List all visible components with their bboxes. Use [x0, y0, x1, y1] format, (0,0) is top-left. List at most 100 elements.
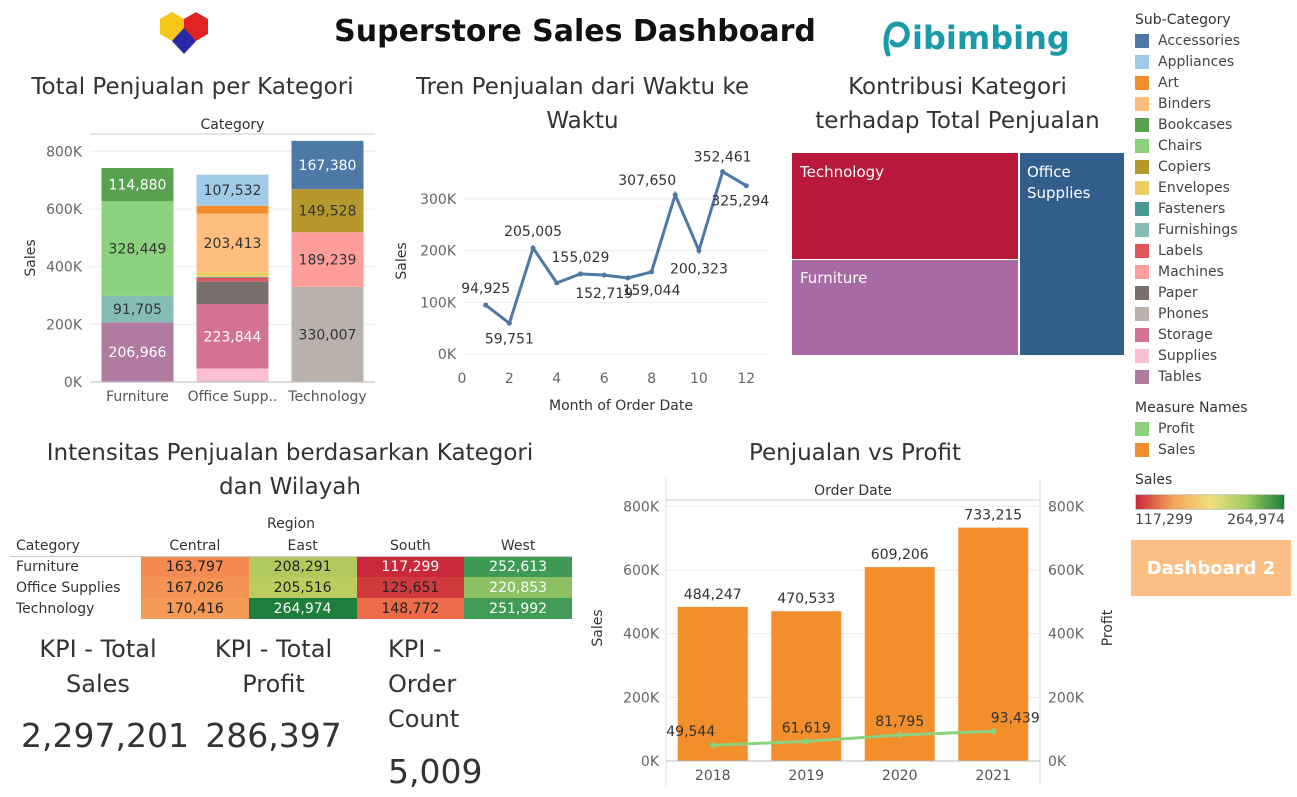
- stacked-bar-segment[interactable]: [291, 189, 364, 233]
- line-point[interactable]: [554, 280, 560, 286]
- legend-item[interactable]: Machines: [1135, 261, 1295, 282]
- legend-item[interactable]: Supplies: [1135, 345, 1295, 366]
- treemap-cell-furniture[interactable]: [792, 260, 1018, 355]
- dashboard-2-button[interactable]: Dashboard 2: [1131, 540, 1291, 596]
- heatmap-cell[interactable]: 167,026: [141, 577, 249, 598]
- line-point[interactable]: [672, 192, 678, 198]
- combo-profit-point[interactable]: [803, 738, 810, 745]
- line-point[interactable]: [743, 183, 749, 189]
- legend-item[interactable]: Paper: [1135, 282, 1295, 303]
- combo-sales-label: 470,533: [777, 591, 835, 607]
- stacked-bar-segment[interactable]: [196, 213, 269, 273]
- line-point[interactable]: [696, 247, 702, 253]
- line-series[interactable]: [484, 169, 748, 326]
- logo-red-hexagon: [184, 12, 208, 41]
- legend-item[interactable]: Copiers: [1135, 156, 1295, 177]
- legend-item[interactable]: Fasteners: [1135, 198, 1295, 219]
- kpi-total-sales-title-2: Sales: [66, 670, 130, 698]
- line-point[interactable]: [506, 320, 512, 326]
- stacked-bar-segment[interactable]: [196, 276, 269, 278]
- legend-item[interactable]: Tables: [1135, 366, 1295, 387]
- legend-item[interactable]: Accessories: [1135, 30, 1295, 51]
- legend-label: Tables: [1158, 368, 1202, 385]
- heatmap-cell[interactable]: 208,291: [248, 556, 357, 577]
- stacked-bar-label: 330,007: [299, 327, 357, 343]
- stacked-bar-segment[interactable]: [196, 205, 269, 214]
- stacked-bar-label: 206,966: [109, 345, 167, 361]
- combo-sales-bar[interactable]: [958, 527, 1029, 761]
- stacked-bar-segment[interactable]: [196, 272, 269, 277]
- heatmap-cell[interactable]: 205,516: [248, 577, 357, 598]
- stacked-bar-segment[interactable]: [291, 286, 364, 382]
- stacked-bar-segment[interactable]: [101, 201, 174, 296]
- stacked-ytick: 200K: [46, 317, 83, 333]
- stacked-bar-segment[interactable]: [101, 322, 174, 382]
- line-point-label: 152,719: [575, 286, 633, 302]
- heatmap-cell[interactable]: 220,853: [464, 577, 572, 598]
- heatmap-cell[interactable]: 148,772: [356, 598, 465, 619]
- stacked-bar-segment[interactable]: [196, 368, 269, 382]
- heatmap-cell[interactable]: 117,299: [356, 556, 465, 577]
- legend-item[interactable]: Chairs: [1135, 135, 1295, 156]
- line-ytick: 300K: [420, 192, 457, 208]
- combo-profit-point[interactable]: [896, 731, 903, 738]
- stacked-bar-segment[interactable]: [291, 232, 364, 287]
- heatmap-title-line2: dan Wilayah: [219, 474, 361, 500]
- treemap-cell-office-supplies[interactable]: [1020, 153, 1124, 355]
- kpi-order-count-title-2: Order: [388, 670, 457, 698]
- treemap-cell-technology[interactable]: [792, 153, 1018, 259]
- legend-item[interactable]: Profit: [1135, 418, 1295, 439]
- legend-item[interactable]: Art: [1135, 72, 1295, 93]
- heatmap-cell[interactable]: 163,797: [141, 556, 249, 577]
- legend-swatch: [1135, 348, 1149, 363]
- legend-item[interactable]: Storage: [1135, 324, 1295, 345]
- category-treemap: Technology Furniture Office Supplies: [792, 153, 1124, 355]
- legend-item[interactable]: Sales: [1135, 439, 1295, 460]
- line-point[interactable]: [483, 302, 489, 308]
- stacked-bar-segment[interactable]: [196, 303, 269, 369]
- legend-swatch: [1135, 243, 1149, 258]
- kpi-order-count-title-1: KPI -: [388, 635, 442, 663]
- stacked-bar-segment[interactable]: [196, 277, 269, 282]
- line-point[interactable]: [649, 269, 655, 275]
- heatmap-cell[interactable]: 264,974: [248, 598, 357, 619]
- line-point[interactable]: [601, 272, 607, 278]
- legend-item[interactable]: Furnishings: [1135, 219, 1295, 240]
- stacked-bar-segment[interactable]: [101, 295, 174, 323]
- combo-profit-line[interactable]: [712, 729, 994, 747]
- trend-title-line2: Waktu: [546, 108, 619, 134]
- heatmap-cell[interactable]: 125,651: [356, 577, 465, 598]
- legend-item[interactable]: Labels: [1135, 240, 1295, 261]
- line-point-label: 205,005: [504, 224, 562, 240]
- legend-item[interactable]: Binders: [1135, 93, 1295, 114]
- heatmap-cell[interactable]: 170,416: [141, 598, 249, 619]
- kpi-total-profit-value: 286,397: [205, 716, 342, 755]
- stacked-bar-segment[interactable]: [101, 168, 174, 202]
- legend-swatch: [1135, 421, 1149, 436]
- heatmap-cell[interactable]: 252,613: [464, 556, 572, 577]
- combo-sales-bar[interactable]: [677, 606, 748, 761]
- line-point[interactable]: [720, 169, 726, 175]
- kpi-total-profit: KPI - Total Profit: [196, 632, 351, 702]
- line-point[interactable]: [625, 275, 631, 281]
- stacked-bar-segment[interactable]: [196, 281, 269, 304]
- stacked-bar-segment[interactable]: [291, 140, 364, 190]
- line-point[interactable]: [577, 271, 583, 277]
- line-point[interactable]: [530, 245, 536, 251]
- legend-label: Accessories: [1158, 32, 1241, 49]
- legend-item[interactable]: Bookcases: [1135, 114, 1295, 135]
- combo-profit-point[interactable]: [709, 742, 716, 749]
- legend-swatch: [1135, 117, 1149, 132]
- trend-title-line1: Tren Penjualan dari Waktu ke: [416, 74, 749, 100]
- legend-item[interactable]: Appliances: [1135, 51, 1295, 72]
- combo-profit-point[interactable]: [990, 728, 997, 735]
- brand-logo: ibimbing: [882, 18, 1070, 58]
- heatmap-cell[interactable]: 251,992: [464, 598, 572, 619]
- legend-item[interactable]: Envelopes: [1135, 177, 1295, 198]
- combo-sales-bar[interactable]: [771, 611, 842, 761]
- heatmap-title-line1: Intensitas Penjualan berdasarkan Kategor…: [46, 440, 534, 466]
- legend-item[interactable]: Phones: [1135, 303, 1295, 324]
- combo-sales-bar[interactable]: [864, 567, 935, 761]
- stacked-bar-segment[interactable]: [196, 174, 269, 206]
- legend-subcategory-title: Sub-Category: [1135, 12, 1231, 28]
